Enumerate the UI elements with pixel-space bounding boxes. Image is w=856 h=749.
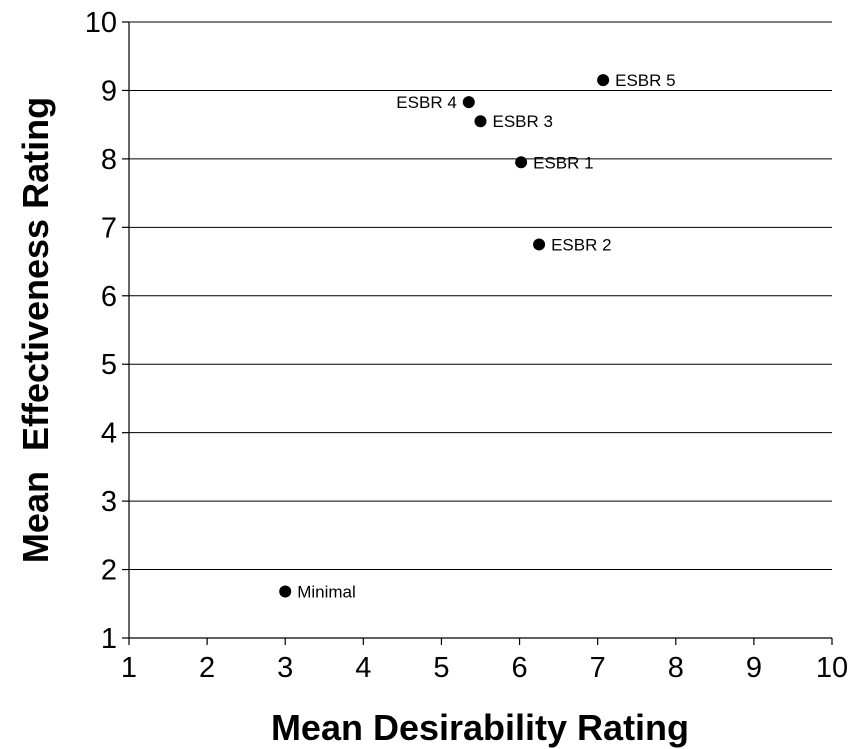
y-tick-label: 4 [101,418,117,450]
y-tick-label: 1 [101,623,117,655]
x-tick-label: 7 [590,652,606,684]
y-tick-label: 7 [101,212,117,244]
y-axis-title: Mean Effectiveness Rating [15,97,56,563]
point-label: Minimal [297,582,356,601]
axes [122,21,833,645]
data-point [533,238,546,251]
data-points: ESBR 5 ESBR 4 ESBR 3 ESBR 1 ESBR 2 Minimal [279,71,676,601]
x-tick-label: 8 [668,652,684,684]
x-tick-label: 10 [816,652,848,684]
y-tick-label: 10 [85,7,117,39]
point-label: ESBR 4 [396,93,456,112]
data-point [279,585,292,598]
x-tick-labels: 1 2 3 4 5 6 7 8 9 10 [121,652,848,684]
point-label: ESBR 2 [551,235,611,254]
y-tick-label: 8 [101,144,117,176]
x-tick-label: 4 [355,652,371,684]
y-tick-label: 2 [101,555,117,587]
x-tick-label: 3 [277,652,293,684]
point-label: ESBR 3 [493,112,553,131]
y-tick-label: 5 [101,349,117,381]
x-axis-title: Mean Desirability Rating [271,707,689,748]
y-tick-label: 6 [101,281,117,313]
data-point [462,96,475,109]
x-tick-label: 6 [511,652,527,684]
x-tick-label: 1 [121,652,137,684]
y-tick-label: 3 [101,486,117,518]
x-tick-label: 9 [746,652,762,684]
x-tick-label: 5 [433,652,449,684]
gridlines [129,21,832,571]
y-tick-labels: 1 2 3 4 5 6 7 8 9 10 [85,7,117,655]
point-label: ESBR 1 [533,153,593,172]
data-point [474,115,487,128]
y-tick-label: 9 [101,75,117,107]
data-point [597,74,610,87]
x-tick-label: 2 [199,652,215,684]
data-point [515,156,528,169]
point-label: ESBR 5 [615,71,675,90]
